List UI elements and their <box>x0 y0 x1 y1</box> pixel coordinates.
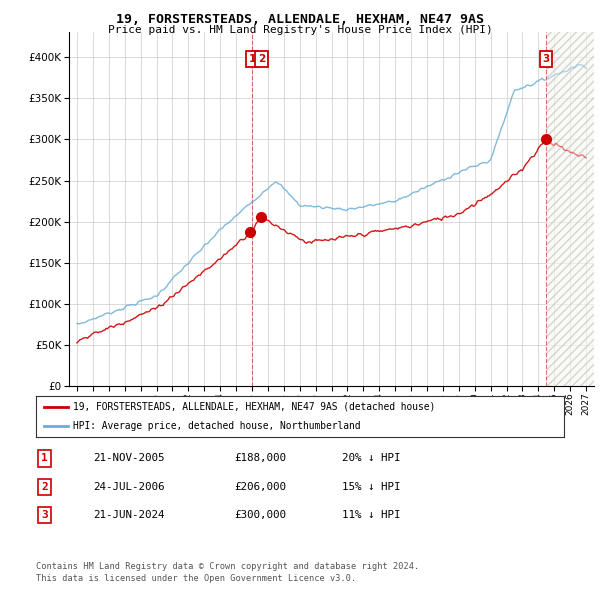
Text: HPI: Average price, detached house, Northumberland: HPI: Average price, detached house, Nort… <box>73 421 361 431</box>
Text: Price paid vs. HM Land Registry's House Price Index (HPI): Price paid vs. HM Land Registry's House … <box>107 25 493 35</box>
Text: 2: 2 <box>258 54 265 64</box>
Text: This data is licensed under the Open Government Licence v3.0.: This data is licensed under the Open Gov… <box>36 574 356 583</box>
Text: 24-JUL-2006: 24-JUL-2006 <box>93 482 164 491</box>
Text: £300,000: £300,000 <box>234 510 286 520</box>
Text: 21-NOV-2005: 21-NOV-2005 <box>93 454 164 463</box>
Text: £206,000: £206,000 <box>234 482 286 491</box>
Text: 19, FORSTERSTEADS, ALLENDALE, HEXHAM, NE47 9AS: 19, FORSTERSTEADS, ALLENDALE, HEXHAM, NE… <box>116 13 484 26</box>
Text: Contains HM Land Registry data © Crown copyright and database right 2024.: Contains HM Land Registry data © Crown c… <box>36 562 419 571</box>
Text: 19, FORSTERSTEADS, ALLENDALE, HEXHAM, NE47 9AS (detached house): 19, FORSTERSTEADS, ALLENDALE, HEXHAM, NE… <box>73 402 435 412</box>
Text: 1: 1 <box>41 454 48 463</box>
Text: £188,000: £188,000 <box>234 454 286 463</box>
Text: 2: 2 <box>41 482 48 491</box>
Text: 20% ↓ HPI: 20% ↓ HPI <box>342 454 401 463</box>
Text: 1: 1 <box>248 54 256 64</box>
Text: 21-JUN-2024: 21-JUN-2024 <box>93 510 164 520</box>
Text: 3: 3 <box>41 510 48 520</box>
Text: 15% ↓ HPI: 15% ↓ HPI <box>342 482 401 491</box>
Text: 3: 3 <box>542 54 550 64</box>
Bar <box>546 32 594 386</box>
Text: 11% ↓ HPI: 11% ↓ HPI <box>342 510 401 520</box>
